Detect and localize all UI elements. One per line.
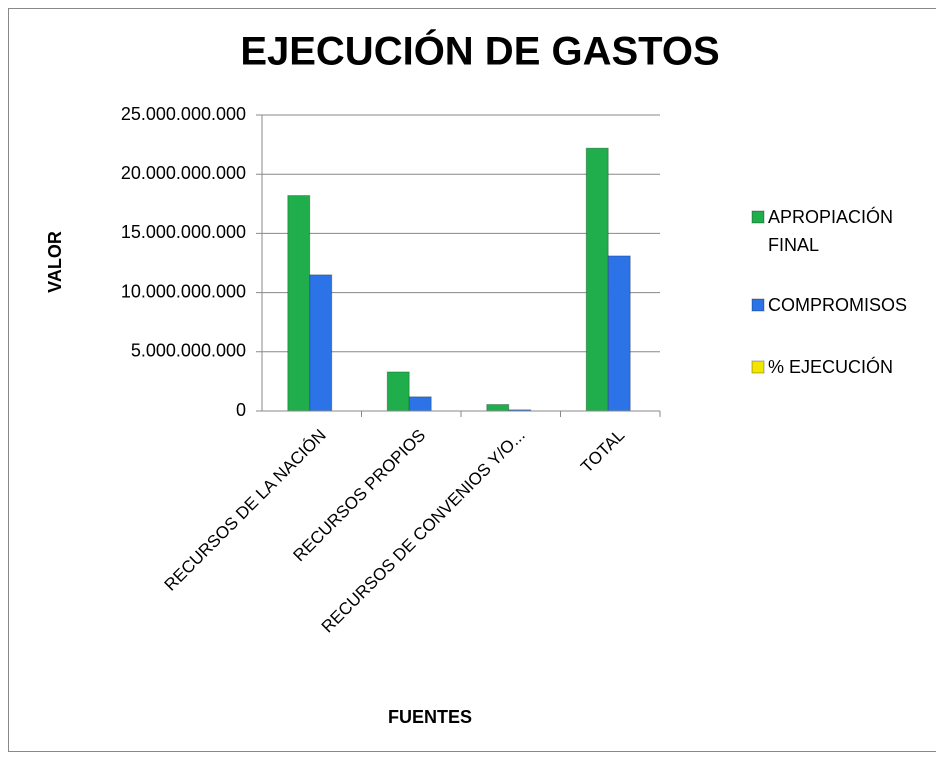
bar — [408, 396, 432, 412]
y-tick-label: 10.000.000.000 — [121, 281, 246, 301]
x-axis-title: FUENTES — [388, 707, 472, 727]
bar — [585, 147, 609, 412]
legend-swatch — [751, 298, 765, 312]
chart-border — [8, 8, 936, 752]
legend-label: APROPIACIÓN FINAL — [768, 207, 894, 255]
bar — [309, 274, 333, 412]
y-tick-label: 5.000.000.000 — [131, 341, 246, 361]
y-tick-label: 20.000.000.000 — [121, 163, 246, 183]
bar — [287, 195, 311, 412]
bar — [486, 403, 510, 412]
chart-title: EJECUCIÓN DE GASTOS — [240, 28, 719, 74]
y-tick-label: 15.000.000.000 — [121, 222, 246, 242]
y-tick-label: 0 — [236, 400, 246, 420]
legend-swatch — [751, 360, 765, 374]
legend-label: COMPROMISOS — [768, 295, 908, 315]
legend-swatch — [751, 210, 765, 224]
bar — [386, 371, 410, 412]
y-axis-title: VALOR — [45, 231, 65, 293]
y-tick-label: 25.000.000.000 — [121, 104, 246, 124]
bar — [607, 255, 631, 412]
legend-label: % EJECUCIÓN — [768, 357, 894, 377]
